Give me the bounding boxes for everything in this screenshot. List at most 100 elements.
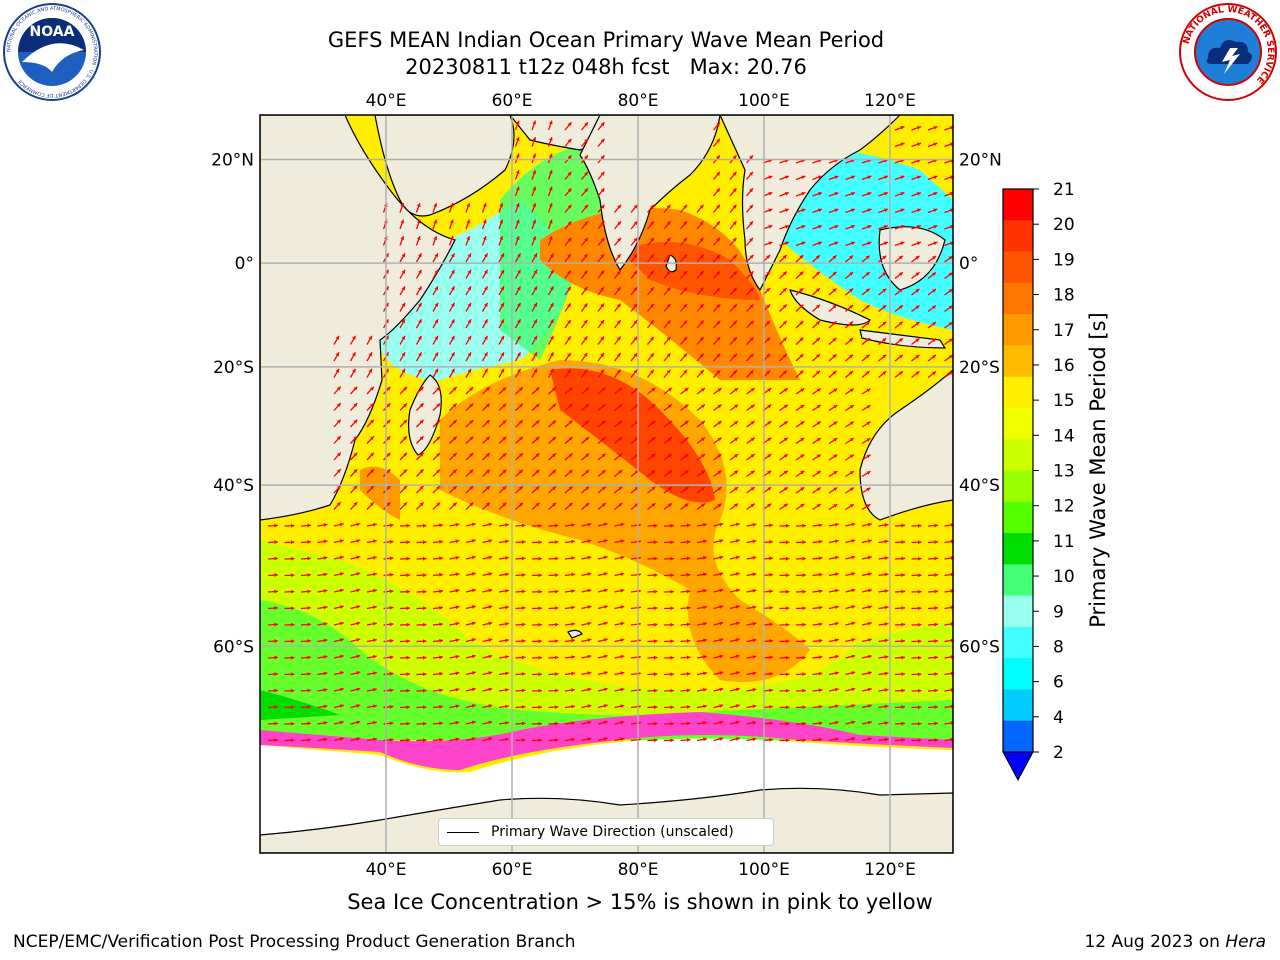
- wave-arrow-549: [399, 419, 408, 428]
- wave-arrow-651: [449, 469, 458, 477]
- wave-arrow-1116: [878, 655, 889, 659]
- wave-arrow-1328: [911, 738, 922, 743]
- wave-arrow-503: [729, 387, 739, 395]
- wave-arrow-961: [399, 606, 411, 611]
- wave-arrow-60: [894, 175, 905, 181]
- wave-arrow-541: [812, 404, 822, 412]
- wave-arrow-1149: [729, 671, 740, 676]
- wave-arrow-202: [580, 253, 588, 263]
- wave-arrow-935: [663, 589, 675, 594]
- wave-arrow-1270: [647, 721, 658, 726]
- wave-arrow-1221: [531, 705, 543, 710]
- wave-arrow-1301: [465, 737, 476, 742]
- wave-arrow-411: [465, 352, 472, 362]
- wave-arrow-1082: [317, 655, 328, 659]
- wave-arrow-700: [713, 486, 722, 494]
- field-band-darkgreen: [260, 690, 340, 720]
- wave-arrow-783: [927, 523, 939, 528]
- wave-arrow-802: [548, 540, 559, 545]
- wave-arrow-109: [779, 208, 790, 214]
- wave-arrow-409: [432, 352, 439, 362]
- wave-arrow-243: [680, 270, 688, 279]
- wave-arrow-1303: [498, 737, 509, 742]
- wave-arrow-1093: [498, 655, 509, 659]
- wave-arrow-772: [746, 522, 757, 527]
- wave-arrow-1126: [350, 671, 361, 676]
- wave-arrow-45: [547, 169, 553, 180]
- wave-arrow-138: [680, 220, 688, 230]
- wave-arrow-139: [696, 220, 704, 230]
- wave-arrow-1285: [894, 721, 906, 726]
- wave-arrow-557: [531, 419, 540, 428]
- wave-arrow-650: [432, 468, 441, 477]
- wave-arrow-386: [680, 336, 688, 345]
- wave-arrow-1327: [894, 738, 906, 742]
- wave-arrow-1164: [284, 688, 295, 693]
- wave-arrow-241: [646, 270, 655, 279]
- wave-arrow-194: [448, 253, 456, 263]
- wave-arrow-88: [432, 202, 438, 213]
- wave-arrow-15: [581, 138, 589, 147]
- wave-arrow-996: [284, 622, 295, 627]
- wave-arrow-846: [581, 555, 592, 560]
- wave-arrow-1163: [267, 688, 279, 693]
- wave-arrow-841: [498, 556, 509, 560]
- wave-arrow-1304: [515, 738, 526, 742]
- wave-arrow-341: [564, 319, 572, 329]
- wave-arrow-1069: [795, 639, 807, 644]
- lat-tick-left-4: 60°S: [213, 637, 254, 657]
- wave-arrow-434: [845, 353, 854, 362]
- wave-arrow-500: [680, 387, 689, 395]
- lat-tick-right-4: 60°S: [959, 637, 1000, 657]
- wave-arrow-515: [383, 402, 391, 411]
- wave-arrow-439: [927, 354, 937, 362]
- wave-arrow-1199: [861, 687, 872, 692]
- wave-arrow-419: [597, 352, 605, 362]
- wave-arrow-514: [366, 402, 375, 411]
- wave-arrow-1230: [680, 705, 691, 709]
- wave-arrow-591: [548, 436, 557, 444]
- wave-arrow-23: [531, 153, 537, 164]
- wave-arrow-635: [729, 453, 739, 461]
- wave-arrow-1139: [564, 671, 575, 676]
- wave-arrow-441: [333, 368, 340, 378]
- wave-arrow-1130: [416, 672, 427, 677]
- field-orange-madagascar: [360, 466, 400, 520]
- wave-arrow-710: [333, 501, 342, 510]
- wave-arrow-1052: [515, 639, 526, 643]
- wave-arrow-86: [399, 202, 405, 213]
- wave-arrow-1171: [399, 688, 411, 693]
- wave-arrow-145: [795, 224, 806, 230]
- wave-arrow-718: [465, 502, 474, 510]
- wave-arrow-676: [861, 470, 871, 478]
- wave-arrow-423: [663, 352, 671, 362]
- wave-arrow-834: [383, 556, 394, 561]
- wave-arrow-726: [597, 502, 607, 510]
- wave-arrow-679: [366, 485, 375, 494]
- wave-arrow-164: [531, 235, 537, 246]
- wave-arrow-864: [878, 556, 889, 560]
- wave-arrow-1252: [350, 720, 361, 725]
- wave-arrow-944: [812, 589, 823, 594]
- wave-arrow-1281: [828, 720, 839, 725]
- wave-arrow-146: [812, 224, 823, 230]
- wave-arrow-520: [465, 403, 474, 411]
- wave-arrow-610: [861, 437, 871, 445]
- wave-arrow-1229: [663, 705, 675, 710]
- wave-arrow-485: [432, 386, 441, 395]
- wave-arrow-55: [812, 175, 823, 181]
- wave-arrow-923: [465, 588, 476, 593]
- wave-arrow-389: [729, 336, 738, 345]
- colorbar: 21 20 19 18 17 16 15 14 13 12 11 10 9 8 6 4 2: [1002, 180, 1075, 782]
- wave-arrow-711: [350, 501, 358, 510]
- wave-arrow-1226: [614, 704, 625, 709]
- wave-arrow-415: [531, 352, 538, 362]
- wave-arrow-1312: [647, 738, 658, 743]
- wave-arrow-265: [465, 286, 472, 296]
- wave-arrow-995: [267, 622, 279, 627]
- wave-arrow-965: [465, 605, 476, 610]
- wave-arrow-151: [894, 224, 905, 230]
- wave-arrow-900: [779, 573, 790, 578]
- wave-arrow-958: [350, 605, 361, 610]
- wave-arrow-630: [647, 453, 656, 461]
